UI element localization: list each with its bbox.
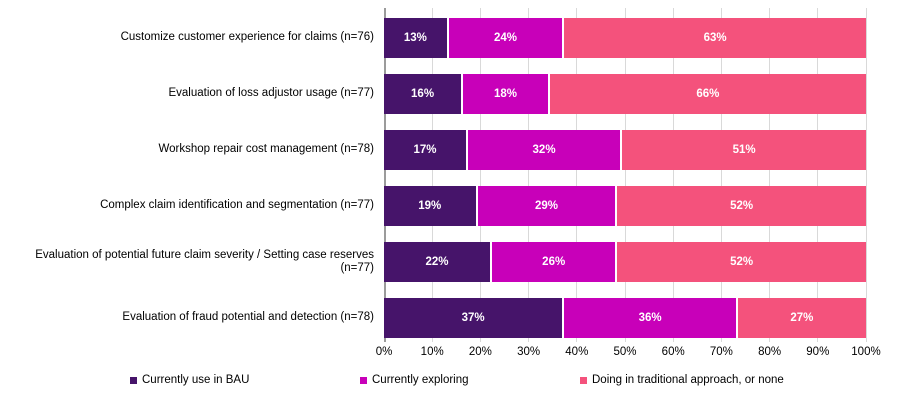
bar-segment: 22% xyxy=(384,242,491,282)
gridline xyxy=(624,8,626,342)
bar-value-label: 63% xyxy=(703,32,727,44)
x-tick-label: 50% xyxy=(613,346,637,358)
category-label: Evaluation of fraud potential and detect… xyxy=(122,311,374,324)
category-label: Evaluation of loss adjustor usage (n=77) xyxy=(168,87,374,100)
bar-segment: 16% xyxy=(384,74,462,114)
chart-row: 22% 26% 52% xyxy=(384,242,866,282)
bar-value-label: 52% xyxy=(730,200,754,212)
gridline xyxy=(672,8,674,342)
bar-segment: 63% xyxy=(562,18,866,58)
bar-value-label: 66% xyxy=(696,88,720,100)
gridline xyxy=(817,8,819,342)
x-tick-label: 40% xyxy=(565,346,589,358)
bar-segment: 52% xyxy=(615,242,866,282)
category-label: Complex claim identification and segment… xyxy=(100,199,374,212)
bar-value-label: 52% xyxy=(730,256,754,268)
x-tick-label: 100% xyxy=(851,346,881,358)
bar-value-label: 27% xyxy=(790,312,814,324)
legend-item: Currently use in BAU xyxy=(130,372,249,388)
gridline xyxy=(528,8,530,342)
x-tick-label: 30% xyxy=(517,346,541,358)
legend-label: Currently use in BAU xyxy=(142,374,250,386)
x-tick-label: 20% xyxy=(468,346,492,358)
x-tick-label: 10% xyxy=(420,346,444,358)
bar-segment: 37% xyxy=(384,298,563,338)
bar-value-label: 22% xyxy=(425,256,449,268)
bar-value-label: 51% xyxy=(732,144,756,156)
legend-label: Doing in traditional approach, or none xyxy=(592,374,784,386)
bar-segment: 19% xyxy=(384,186,476,226)
legend-swatch xyxy=(580,376,587,384)
x-tick-label: 90% xyxy=(806,346,830,358)
chart-row: 17% 32% 51% xyxy=(384,130,866,170)
bar-value-label: 29% xyxy=(534,200,558,212)
gridline xyxy=(479,8,481,342)
category-label: Evaluation of potential future claim sev… xyxy=(35,248,374,274)
y-axis-line xyxy=(384,8,386,342)
bar-segment: 51% xyxy=(620,130,866,170)
bar-segment: 66% xyxy=(547,74,866,114)
bar-segment: 18% xyxy=(461,74,548,114)
legend-swatch xyxy=(130,376,137,384)
x-tick-label: 70% xyxy=(709,346,733,358)
chart-row: 16% 18% 66% xyxy=(384,74,866,114)
bar-value-label: 16% xyxy=(411,88,435,100)
bar-segment: 36% xyxy=(562,298,736,338)
plot-grid xyxy=(384,8,867,342)
bar-value-label: 32% xyxy=(532,144,556,156)
bar-value-label: 26% xyxy=(542,256,566,268)
bar-value-label: 36% xyxy=(638,312,662,324)
gridline xyxy=(576,8,578,342)
bar-value-label: 24% xyxy=(493,32,517,44)
category-label: Customize customer experience for claims… xyxy=(120,31,374,44)
bar-value-label: 18% xyxy=(493,88,517,100)
legend-label: Currently exploring xyxy=(372,374,469,386)
gridline xyxy=(431,8,433,342)
bar-value-label: 13% xyxy=(403,32,427,44)
bar-segment: 17% xyxy=(384,130,466,170)
bar-segment: 13% xyxy=(384,18,447,58)
bar-segment: 32% xyxy=(465,130,621,170)
x-tick-label: 0% xyxy=(375,346,393,358)
gridline xyxy=(865,8,867,342)
legend-item: Doing in traditional approach, or none xyxy=(580,372,784,388)
bar-segment: 27% xyxy=(735,298,866,338)
bar-segment: 29% xyxy=(475,186,616,226)
bar-value-label: 19% xyxy=(418,200,442,212)
legend-item: Currently exploring xyxy=(360,372,469,388)
bar-segment: 26% xyxy=(490,242,616,282)
chart-row: 37% 36% 27% xyxy=(384,298,866,338)
category-label: Workshop repair cost management (n=78) xyxy=(158,143,374,156)
bar-value-label: 17% xyxy=(413,144,437,156)
chart-row: 13% 24% 63% xyxy=(384,18,866,58)
bar-segment: 24% xyxy=(446,18,563,58)
legend-swatch xyxy=(360,376,367,384)
chart-row: 19% 29% 52% xyxy=(384,186,866,226)
gridline xyxy=(769,8,771,342)
bar-segment: 52% xyxy=(615,186,866,226)
x-tick-label: 80% xyxy=(758,346,782,358)
x-tick-label: 60% xyxy=(661,346,685,358)
gridline xyxy=(720,8,722,342)
bar-value-label: 37% xyxy=(461,312,485,324)
